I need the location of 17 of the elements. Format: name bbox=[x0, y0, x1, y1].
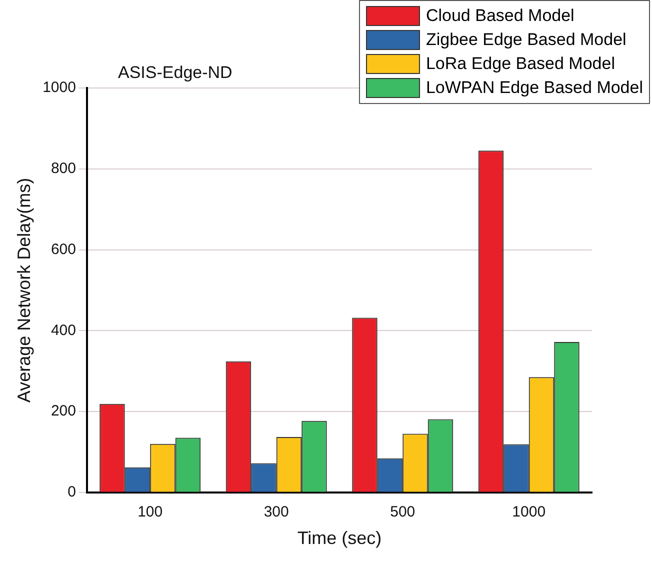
y-tick-label: 600 bbox=[50, 240, 76, 258]
y-tick-label: 1000 bbox=[42, 79, 76, 96]
x-tick-label: 1000 bbox=[512, 504, 546, 521]
chart-title: ASIS-Edge-ND bbox=[118, 63, 232, 83]
y-tick-label: 800 bbox=[50, 160, 76, 178]
legend-label: Cloud Based Model bbox=[426, 6, 574, 26]
x-axis-title: Time (sec) bbox=[297, 528, 382, 548]
legend-label: LoWPAN Edge Based Model bbox=[426, 78, 643, 98]
legend-label: Zigbee Edge Based Model bbox=[426, 30, 626, 50]
legend-label: LoRa Edge Based Model bbox=[426, 54, 615, 74]
y-tick-label: 200 bbox=[50, 402, 76, 420]
x-tick-label: 500 bbox=[390, 504, 416, 521]
y-axis-title: Average Network Delay(ms) bbox=[14, 178, 34, 403]
x-tick-label: 300 bbox=[264, 504, 289, 521]
y-tick-label: 0 bbox=[68, 484, 76, 501]
y-tick-label: 400 bbox=[50, 322, 76, 339]
x-tick-label: 100 bbox=[138, 504, 163, 521]
